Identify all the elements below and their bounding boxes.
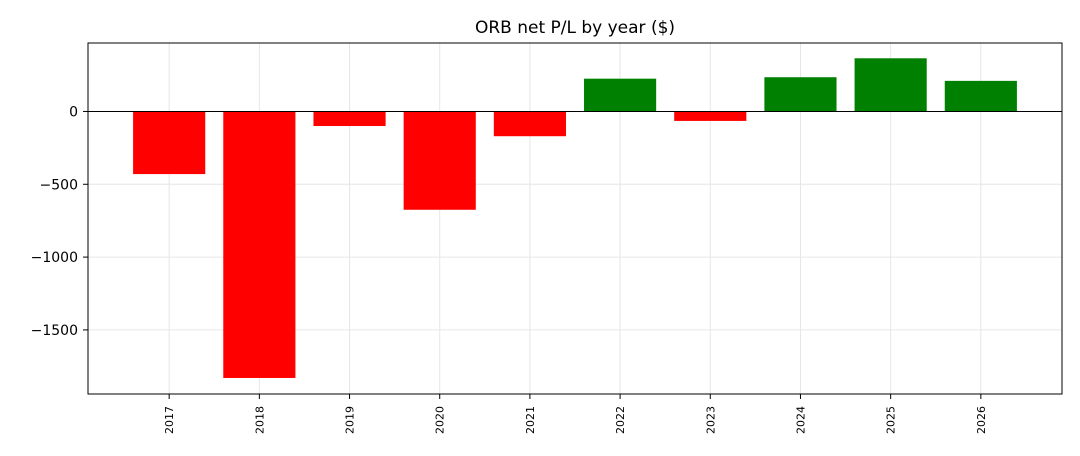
bar-2019 — [313, 111, 386, 127]
y-tick-label: −500 — [40, 177, 78, 193]
bars-layer — [133, 58, 1017, 378]
x-tick-label: 2023 — [704, 406, 717, 434]
bar-2024 — [764, 77, 837, 112]
x-tick-label: 2018 — [253, 406, 266, 434]
axes-layer: 0 −500 −1000 −1500 2017 2018 2019 2020 2021 2022 2… — [31, 42, 1063, 434]
x-tick-label: 2022 — [614, 406, 627, 434]
x-tick-label: 2017 — [163, 406, 176, 434]
bar-2022 — [584, 78, 657, 112]
bar-2018 — [223, 111, 296, 378]
bar-2025 — [854, 58, 927, 112]
y-tick-label: 0 — [69, 104, 78, 120]
bar-2020 — [403, 111, 476, 210]
x-tick-label: 2020 — [434, 406, 447, 434]
bar-2023 — [674, 111, 747, 121]
plot-frame — [87, 42, 1063, 395]
x-tick-label: 2026 — [975, 406, 988, 434]
x-tick-label: 2019 — [344, 406, 357, 434]
bar-2026 — [944, 80, 1017, 112]
y-tick-label: −1500 — [31, 323, 78, 339]
x-tick-label: 2021 — [524, 406, 537, 434]
x-tick-label: 2025 — [885, 406, 898, 434]
chart-title: ORB net P/L by year ($) — [475, 18, 675, 38]
y-tick-label: −1000 — [31, 250, 78, 266]
bar-2021 — [493, 111, 566, 137]
x-tick-label: 2024 — [794, 406, 807, 434]
bar-2017 — [133, 111, 206, 175]
